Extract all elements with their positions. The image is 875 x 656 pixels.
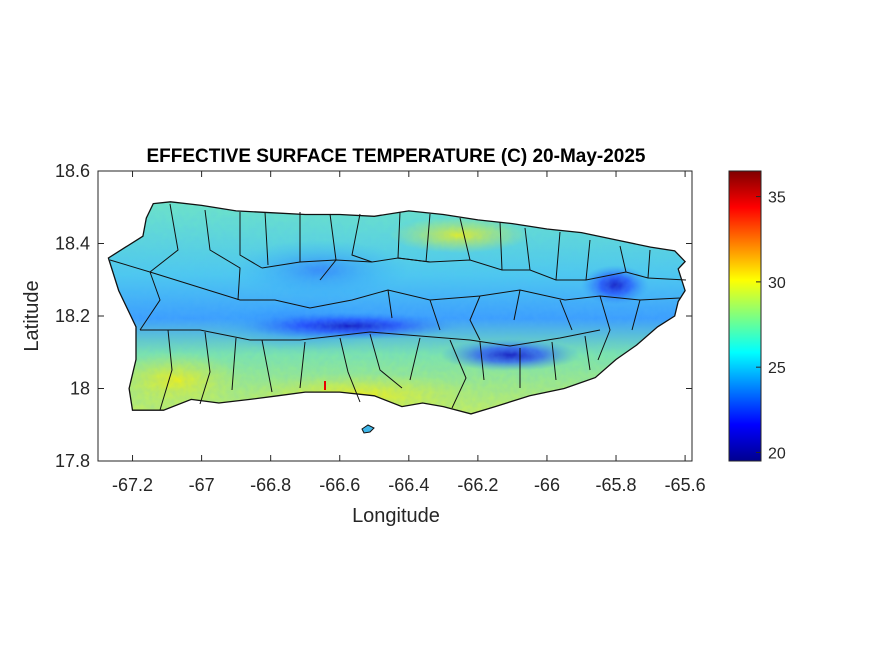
x-tick-label: -65.8 bbox=[596, 475, 637, 495]
x-tick-label: -66.8 bbox=[250, 475, 291, 495]
colorbar-tick-label: 35 bbox=[768, 190, 786, 207]
offshore-island-caja-de-muerto bbox=[361, 424, 375, 434]
boundary-line bbox=[159, 329, 591, 411]
boundary-line bbox=[149, 271, 681, 309]
temperature-field bbox=[108, 201, 686, 414]
chart-title: EFFECTIVE SURFACE TEMPERATURE (C) 20-May… bbox=[146, 146, 645, 167]
colorbar-tick-label: 20 bbox=[768, 445, 786, 462]
y-tick-label: 17.8 bbox=[55, 451, 90, 471]
municipal-boundaries bbox=[109, 203, 687, 411]
y-axis-ticks: 18.6 18.4 18.2 18 17.8 bbox=[55, 161, 692, 471]
x-tick-label: -65.6 bbox=[665, 475, 706, 495]
y-tick-label: 18.4 bbox=[55, 234, 90, 254]
y-tick-label: 18.2 bbox=[55, 306, 90, 326]
colorbar: 35 30 25 20 bbox=[728, 170, 786, 462]
colorbar-tick-label: 30 bbox=[768, 275, 786, 292]
x-tick-label: -66.4 bbox=[388, 475, 429, 495]
x-axis-label: Longitude bbox=[352, 505, 440, 527]
colorbar-tick-label: 25 bbox=[768, 360, 786, 377]
x-axis-ticks: -67.2 -67 -66.8 -66.6 -66.4 -66.2 -66 -65.8 -65.… bbox=[112, 171, 706, 495]
x-tick-label: -66.2 bbox=[457, 475, 498, 495]
boundary-line bbox=[261, 257, 687, 281]
boundary-line bbox=[109, 259, 601, 347]
x-tick-label: -67.2 bbox=[112, 475, 153, 495]
colorbar-gradient bbox=[728, 170, 762, 462]
texture-grain bbox=[108, 201, 686, 414]
island-coastline bbox=[107, 201, 686, 415]
hot-spot bbox=[324, 381, 326, 390]
x-tick-label: -67 bbox=[189, 475, 215, 495]
y-axis-label: Latitude bbox=[21, 280, 43, 351]
x-tick-label: -66 bbox=[534, 475, 560, 495]
y-tick-label: 18 bbox=[70, 379, 90, 399]
x-tick-label: -66.6 bbox=[319, 475, 360, 495]
heatmap-layer bbox=[107, 201, 687, 434]
colorbar-ticks: 35 30 25 20 bbox=[756, 190, 786, 462]
boundary-line bbox=[387, 289, 641, 361]
y-tick-label: 18.6 bbox=[55, 161, 90, 181]
